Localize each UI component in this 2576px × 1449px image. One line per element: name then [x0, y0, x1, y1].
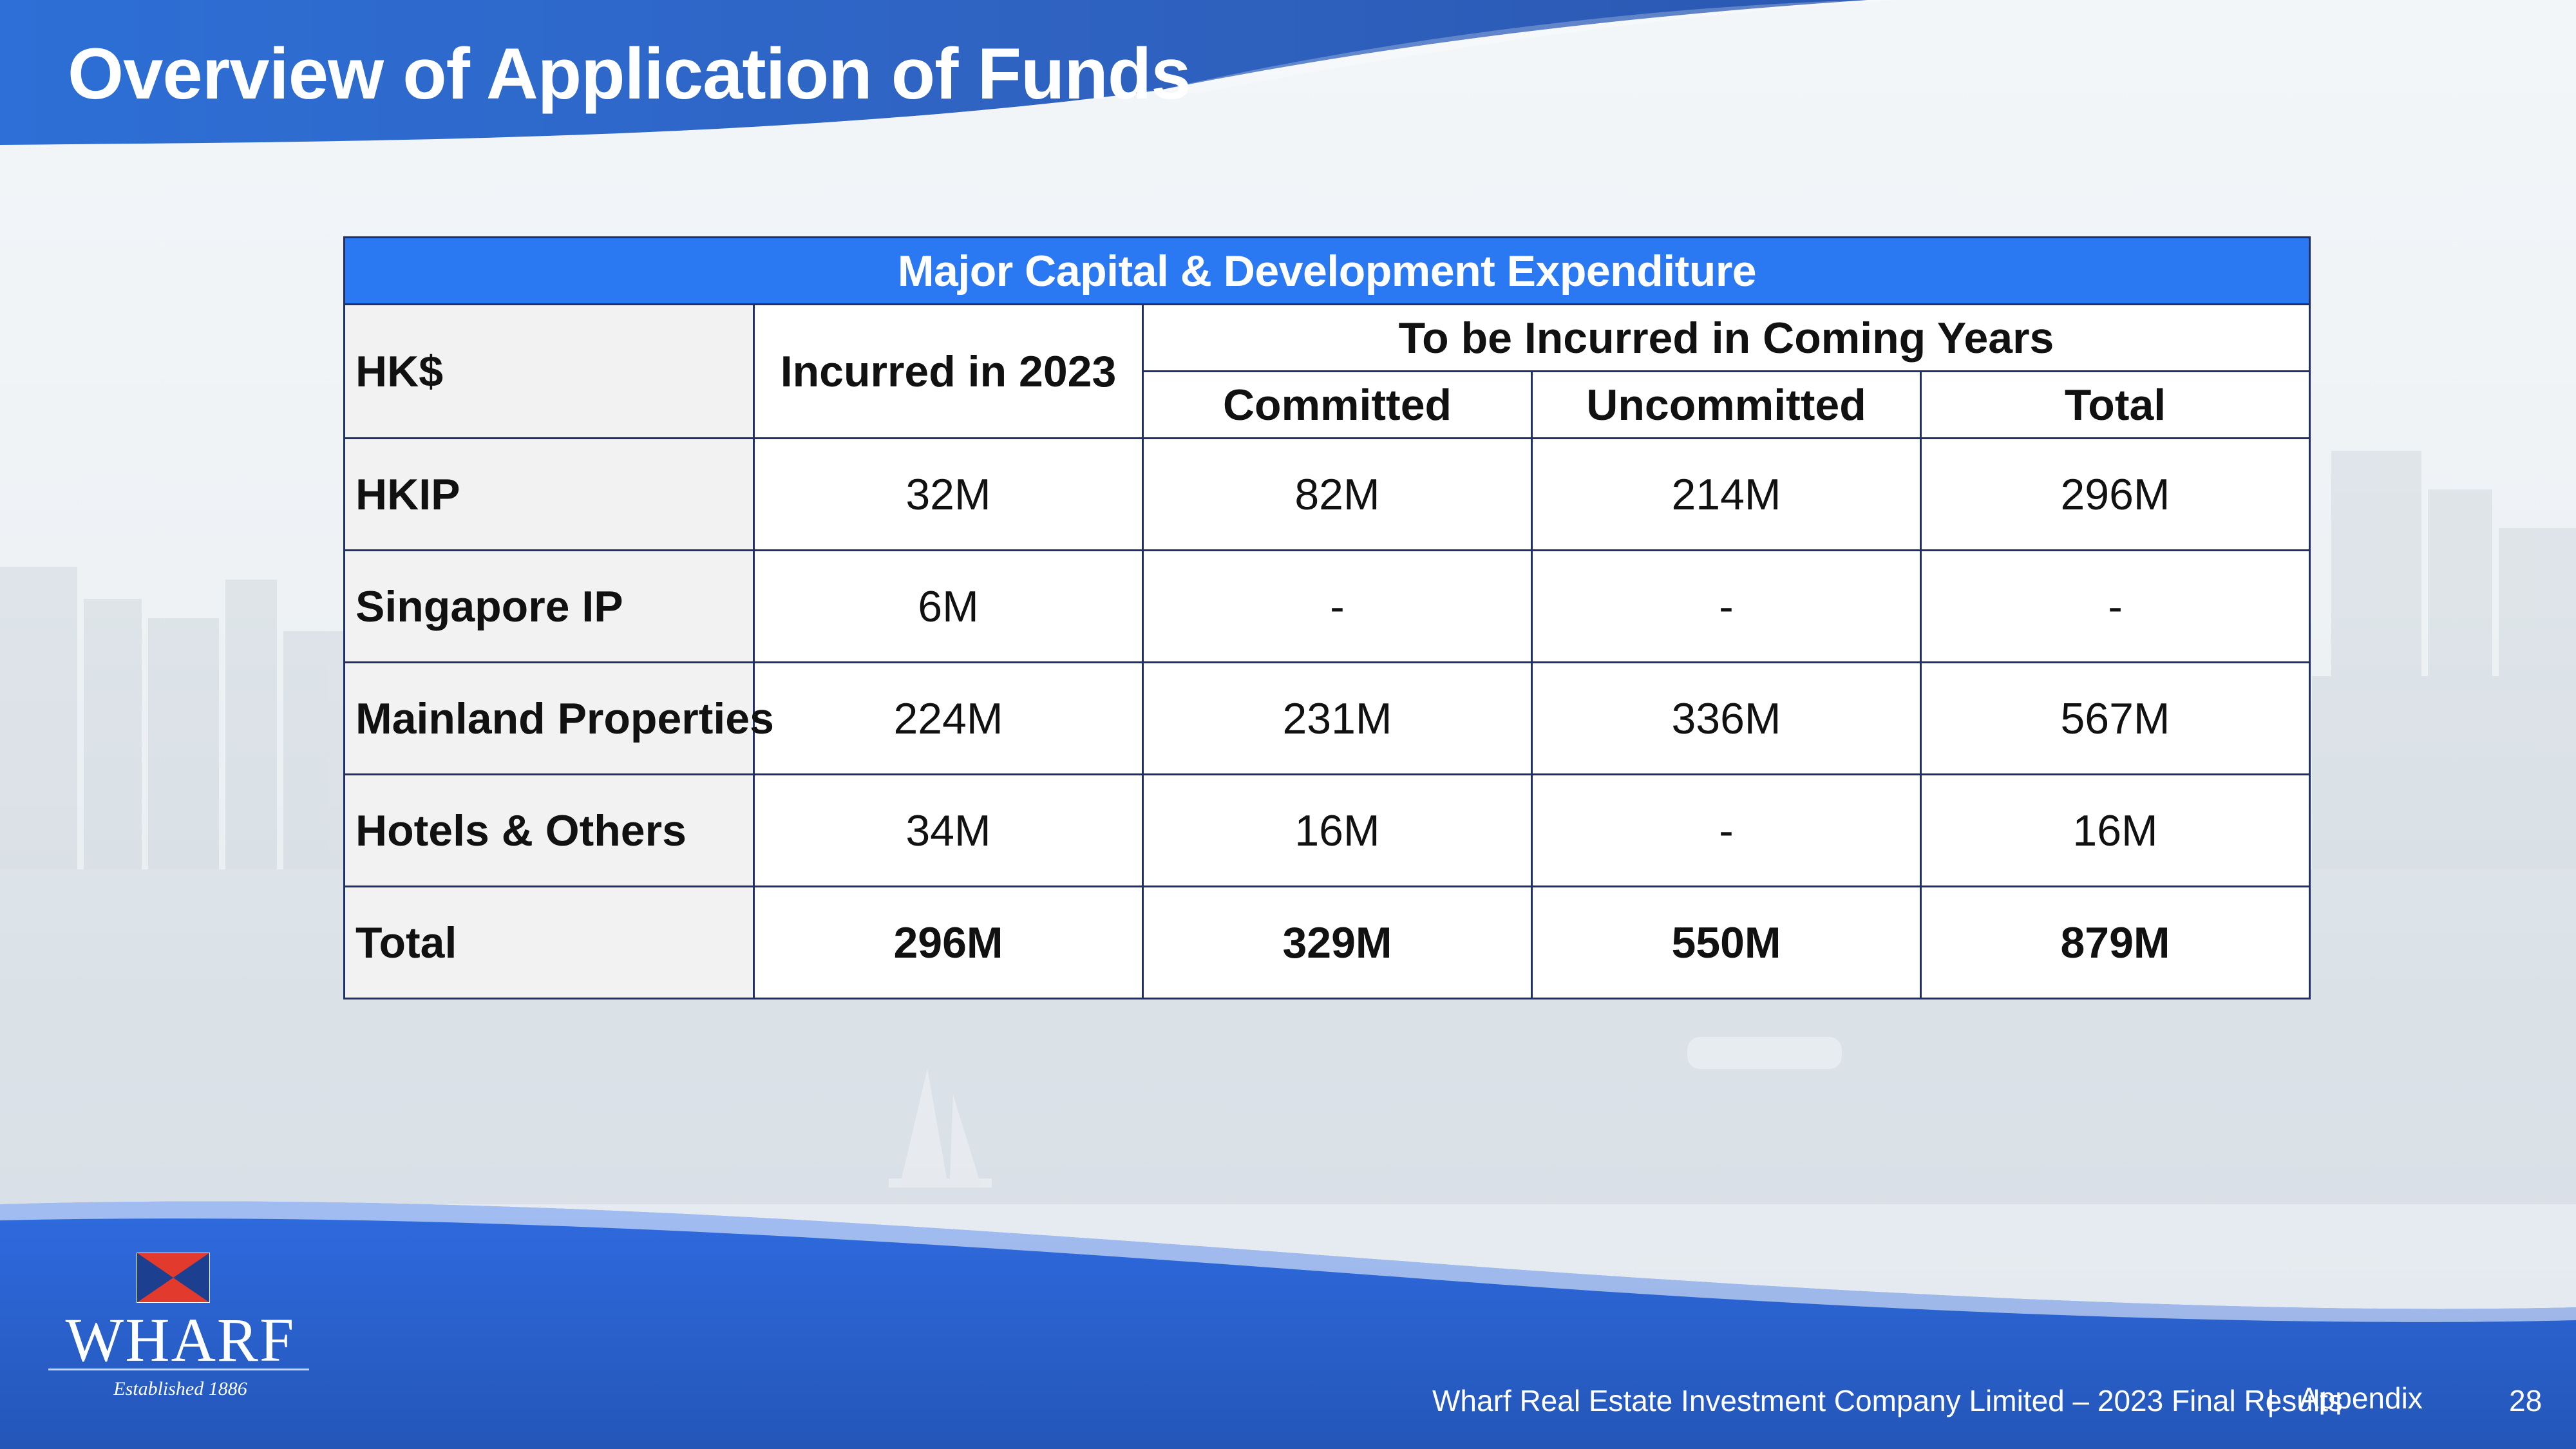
cell-total: 567M	[1919, 661, 2311, 775]
row-label: Mainland Properties	[343, 661, 774, 775]
header-coming-years: To be Incurred in Coming Years	[1141, 303, 2311, 372]
subheader-committed: Committed	[1142, 370, 1533, 439]
cell-uncommitted: -	[1531, 773, 1922, 887]
city-skyline-silhouette	[0, 451, 2576, 869]
boat-shapes	[889, 1037, 1842, 1188]
table-banner-row: Major Capital & Development Expenditure	[343, 236, 2311, 305]
subheader-uncommitted: Uncommitted	[1531, 370, 1922, 439]
wharf-logo: WHARF Established 1886	[45, 1253, 316, 1407]
flag-icon	[137, 1253, 210, 1303]
table-header-row: HK$ Incurred in 2023 To be Incurred in C…	[343, 303, 2311, 439]
total-label: Total	[343, 886, 755, 999]
row-label: Singapore IP	[343, 549, 755, 663]
subheader-total: Total	[1919, 370, 2311, 439]
page-title: Overview of Application of Funds	[68, 33, 1191, 114]
table-banner: Major Capital & Development Expenditure	[343, 236, 2311, 305]
total-total: 879M	[1919, 886, 2311, 999]
cell-committed: 82M	[1142, 437, 1533, 551]
cell-uncommitted: 336M	[1531, 661, 1922, 775]
cell-committed: 16M	[1142, 773, 1533, 887]
cell-total: -	[1919, 549, 2311, 663]
footer-company: Wharf Real Estate Investment Company Lim…	[1432, 1384, 2343, 1417]
cell-uncommitted: -	[1531, 549, 1922, 663]
footer-separator: |	[2267, 1384, 2275, 1417]
cell-incurred: 34M	[753, 773, 1144, 887]
cell-incurred: 32M	[753, 437, 1144, 551]
row-label: HKIP	[343, 437, 755, 551]
table-total-row: Total 296M 329M 550M 879M	[343, 886, 2311, 999]
table-row: Hotels & Others 34M 16M - 16M	[343, 773, 2311, 887]
table-row: Singapore IP 6M - - -	[343, 549, 2311, 663]
table-subheader-row: Committed Uncommitted Total	[345, 370, 2311, 439]
cell-uncommitted: 214M	[1531, 437, 1922, 551]
cell-committed: -	[1142, 549, 1533, 663]
header-currency: HK$	[343, 303, 755, 439]
footer-band	[0, 1201, 2576, 1449]
logo-divider	[48, 1368, 309, 1370]
table-row: Mainland Properties 224M 231M 336M 567M	[343, 661, 2311, 775]
cell-incurred: 224M	[753, 661, 1144, 775]
header-incurred: Incurred in 2023	[753, 303, 1144, 439]
title-band	[0, 0, 1868, 145]
cell-incurred: 6M	[753, 549, 1144, 663]
row-label: Hotels & Others	[343, 773, 755, 887]
cell-total: 296M	[1919, 437, 2311, 551]
title-band-highlight	[1159, 0, 1900, 93]
footer-band-light-curve	[0, 1201, 2576, 1322]
cell-total: 16M	[1919, 773, 2311, 887]
total-uncommitted: 550M	[1531, 886, 1922, 999]
total-committed: 329M	[1142, 886, 1533, 999]
logo-wordmark: WHARF	[65, 1305, 296, 1374]
logo-tagline: Established 1886	[113, 1378, 247, 1399]
table-row: HKIP 32M 82M 214M 296M	[343, 437, 2311, 551]
total-incurred: 296M	[753, 886, 1144, 999]
cell-committed: 231M	[1142, 661, 1533, 775]
footer-section: Appendix	[2299, 1381, 2423, 1415]
page-number: 28	[2509, 1384, 2543, 1417]
capex-table: Major Capital & Development Expenditure …	[343, 236, 2311, 999]
